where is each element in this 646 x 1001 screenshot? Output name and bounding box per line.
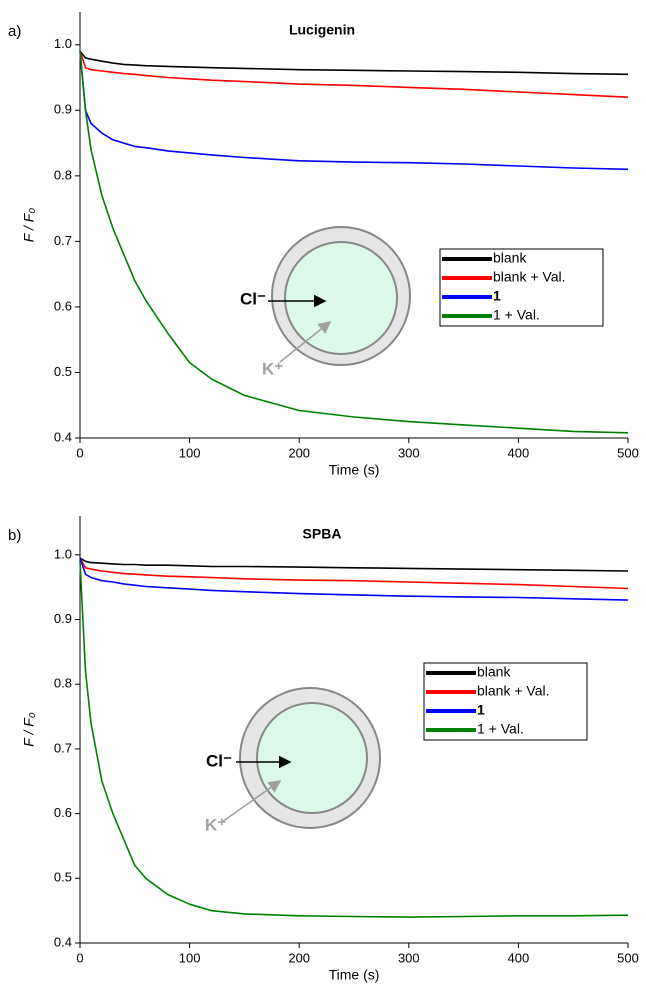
legend-label: blank + Val. [477, 683, 550, 699]
y-tick-label: 0.9 [54, 611, 72, 626]
y-tick-label: 0.8 [54, 167, 72, 182]
x-tick-label: 100 [179, 445, 201, 460]
vesicle-diagram [221, 687, 381, 829]
y-tick-label: 0.4 [54, 429, 72, 444]
legend-label: blank [493, 250, 527, 266]
y-tick-label: 0.5 [54, 870, 72, 885]
annotation: Cl⁻ [240, 289, 266, 308]
legend-label: 1 [477, 702, 485, 718]
chart-title: Lucigenin [289, 22, 355, 38]
y-tick-label: 0.8 [54, 676, 72, 691]
x-tick-label: 500 [617, 445, 639, 460]
series-line [79, 51, 629, 434]
series-line [79, 561, 629, 918]
series-line [79, 51, 629, 98]
annotation: Cl⁻ [206, 751, 232, 770]
annotation: K⁺ [262, 359, 283, 378]
x-tick-label: 300 [398, 445, 420, 460]
series-line [79, 557, 629, 590]
legend-label: 1 [493, 288, 501, 304]
x-tick-label: 200 [288, 445, 310, 460]
y-tick-label: 1.0 [54, 36, 72, 51]
x-tick-label: 400 [508, 445, 530, 460]
annotation: K⁺ [205, 815, 226, 834]
y-tick-label: 0.6 [54, 298, 72, 313]
x-tick-label: 500 [617, 950, 639, 965]
x-axis-label: Time (s) [329, 967, 380, 983]
series-line [79, 557, 629, 572]
y-axis-label: F / F₀ [21, 712, 37, 747]
y-tick-label: 0.4 [54, 934, 72, 949]
legend-box [439, 248, 604, 327]
x-tick-label: 200 [288, 950, 310, 965]
y-tick-label: 1.0 [54, 546, 72, 561]
x-axis-label: Time (s) [329, 462, 380, 478]
y-axis-label: F / F₀ [21, 208, 37, 243]
legend-label: blank + Val. [493, 269, 566, 285]
x-tick-label: 0 [76, 445, 83, 460]
panel-label: a) [8, 23, 21, 40]
y-tick-label: 0.6 [54, 805, 72, 820]
series-line [79, 50, 629, 76]
chart-title: SPBA [303, 526, 342, 542]
legend-label: 1 + Val. [477, 721, 524, 737]
y-tick-label: 0.5 [54, 364, 72, 379]
x-tick-label: 300 [398, 950, 420, 965]
legend-label: blank [477, 664, 511, 680]
vesicle-diagram [268, 226, 411, 366]
legend-label: 1 + Val. [493, 307, 540, 323]
y-tick-label: 0.9 [54, 102, 72, 117]
y-tick-label: 0.7 [54, 233, 72, 248]
y-tick-label: 0.7 [54, 740, 72, 755]
series-line [79, 51, 629, 171]
x-tick-label: 0 [76, 950, 83, 965]
panel-label: b) [8, 527, 21, 544]
series-line [79, 557, 629, 601]
legend-box [423, 662, 588, 741]
x-tick-label: 400 [508, 950, 530, 965]
x-tick-label: 100 [179, 950, 201, 965]
